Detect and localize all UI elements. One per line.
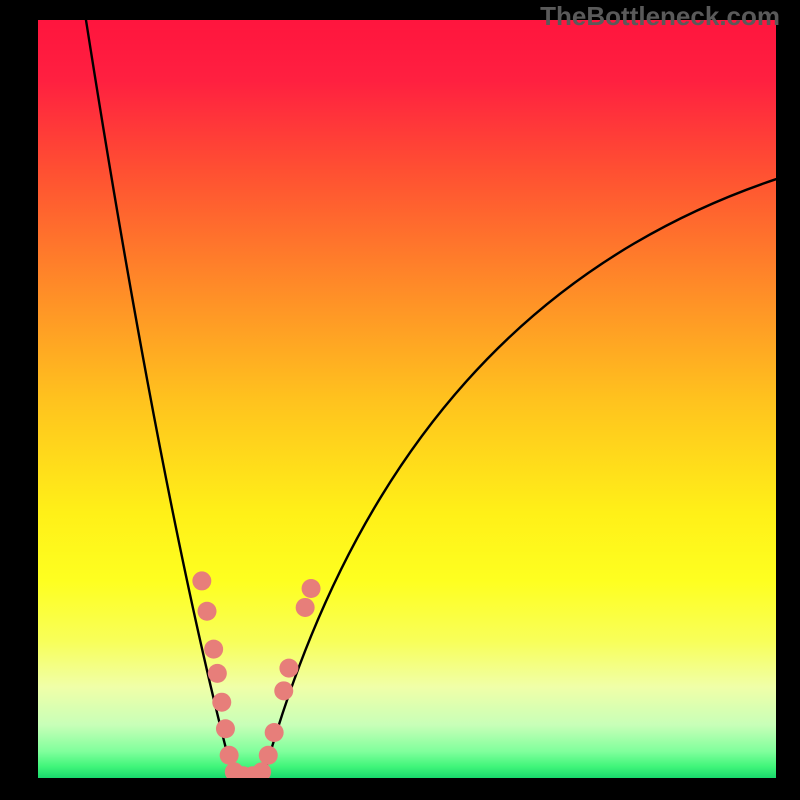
data-marker bbox=[274, 681, 293, 700]
data-marker bbox=[302, 579, 321, 598]
data-marker bbox=[265, 723, 284, 742]
data-marker bbox=[212, 693, 231, 712]
data-marker bbox=[204, 640, 223, 659]
data-marker bbox=[216, 719, 235, 738]
data-marker bbox=[220, 746, 239, 765]
data-marker bbox=[208, 664, 227, 683]
watermark-text: TheBottleneck.com bbox=[540, 1, 780, 32]
chart-container: TheBottleneck.com bbox=[0, 0, 800, 800]
data-marker bbox=[279, 659, 298, 678]
plot-svg bbox=[38, 20, 776, 778]
plot-area bbox=[38, 20, 776, 778]
data-marker bbox=[259, 746, 278, 765]
gradient-background bbox=[38, 20, 776, 778]
data-marker bbox=[296, 598, 315, 617]
data-marker bbox=[198, 602, 217, 621]
data-marker bbox=[192, 571, 211, 590]
